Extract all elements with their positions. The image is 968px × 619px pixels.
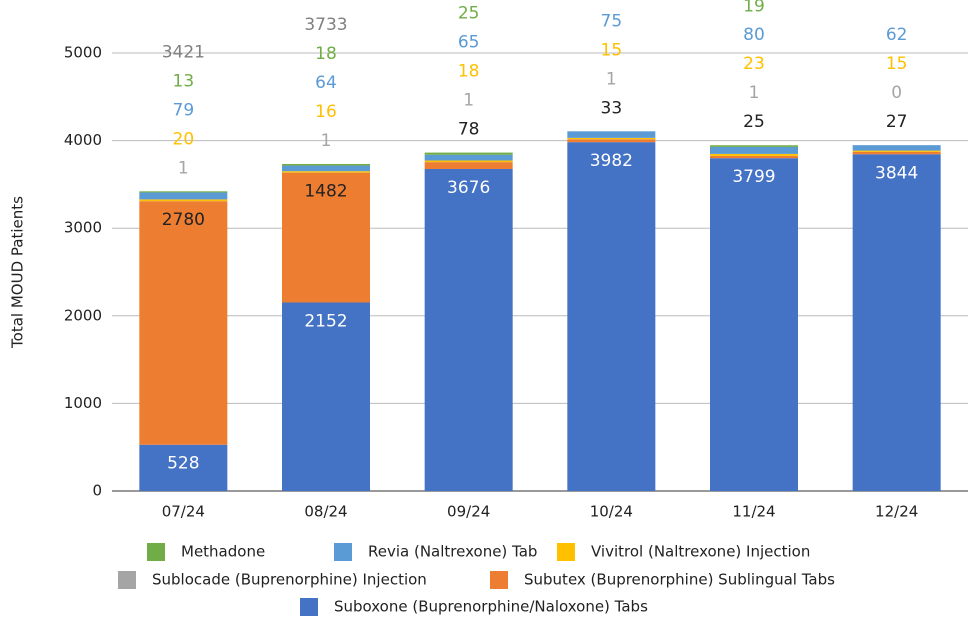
data-label: 1482 xyxy=(304,182,347,202)
data-label: 79 xyxy=(173,100,195,120)
data-label: 3733 xyxy=(304,15,347,35)
data-label: 25 xyxy=(743,112,765,132)
y-tick-label: 2000 xyxy=(64,306,102,324)
data-label: 3844 xyxy=(875,163,918,183)
x-tick-label: 11/24 xyxy=(732,503,775,521)
data-label: 1 xyxy=(749,83,760,103)
bar-segment xyxy=(282,163,370,166)
data-label: 80 xyxy=(743,25,765,45)
legend-swatch xyxy=(147,543,165,561)
x-tick-label: 12/24 xyxy=(875,503,918,521)
legend-label: Vivitrol (Naltrexone) Injection xyxy=(591,543,810,561)
data-label: 18 xyxy=(458,62,480,82)
data-label: 1 xyxy=(178,158,189,178)
data-label: 528 xyxy=(167,454,199,474)
bar-segment xyxy=(424,162,513,169)
legend-label: Subutex (Buprenorphine) Sublingual Tabs xyxy=(524,571,835,589)
bar-segment xyxy=(424,154,513,161)
data-label: 20 xyxy=(173,129,195,149)
bar-segment xyxy=(282,172,370,303)
legend-label: Methadone xyxy=(181,543,265,561)
bar-segment xyxy=(139,191,228,193)
bar-segment xyxy=(567,137,656,140)
bar-segment xyxy=(424,160,513,163)
data-label: 3982 xyxy=(590,151,633,171)
data-label: 75 xyxy=(601,11,623,31)
bar-segment xyxy=(424,152,513,155)
bar-segment xyxy=(424,168,513,491)
data-label: 25 xyxy=(458,4,480,24)
legend-swatch xyxy=(300,598,318,616)
bar-segment xyxy=(139,199,228,202)
data-label: 2152 xyxy=(304,311,347,331)
data-label: 3799 xyxy=(732,167,775,187)
bar-segment xyxy=(710,153,798,156)
bar-segment xyxy=(710,146,798,154)
bar-segment xyxy=(567,131,656,138)
data-label: 18 xyxy=(315,44,337,64)
legend-swatch xyxy=(334,543,352,561)
legend-label: Sublocade (Buprenorphine) Injection xyxy=(152,571,427,589)
data-label: 64 xyxy=(315,73,337,93)
bar-segment xyxy=(852,150,941,152)
x-tick-label: 10/24 xyxy=(590,503,633,521)
x-tick-label: 09/24 xyxy=(447,503,490,521)
data-label: 78 xyxy=(458,120,480,140)
legend-swatch xyxy=(557,543,575,561)
data-label: 2780 xyxy=(162,210,205,230)
y-tick-label: 5000 xyxy=(64,44,102,62)
bar-segment xyxy=(852,154,941,491)
data-label: 33 xyxy=(601,98,623,118)
data-label: 1 xyxy=(463,91,474,111)
data-label: 0 xyxy=(891,83,902,103)
bar-segment xyxy=(282,302,370,491)
data-label: 23 xyxy=(743,54,765,74)
bar-segment xyxy=(139,192,228,200)
legend-swatch xyxy=(118,571,136,589)
y-axis-title: Total MOUD Patients xyxy=(9,196,27,349)
y-tick-label: 3000 xyxy=(64,219,102,237)
data-label: 65 xyxy=(458,33,480,53)
data-label: 15 xyxy=(886,54,908,74)
y-tick-label: 0 xyxy=(92,482,102,500)
x-tick-label: 08/24 xyxy=(304,503,347,521)
bar-segment xyxy=(852,151,941,155)
y-tick-label: 1000 xyxy=(64,394,102,412)
data-label: 1 xyxy=(321,131,332,151)
legend-label: Suboxone (Buprenorphine/Naloxone) Tabs xyxy=(334,598,648,616)
data-label: 1 xyxy=(606,69,617,89)
data-label: 16 xyxy=(315,102,337,122)
legend-label: Revia (Naltrexone) Tab xyxy=(368,543,537,561)
bar-segment xyxy=(710,145,798,147)
data-label: 15 xyxy=(601,40,623,60)
bar-segment xyxy=(710,158,798,492)
data-label: 19 xyxy=(743,0,765,16)
data-label: 13 xyxy=(173,71,195,91)
bar-segment xyxy=(282,171,370,173)
bar-segment xyxy=(139,444,228,491)
bar-segment xyxy=(567,142,656,491)
data-label: 27 xyxy=(886,112,908,132)
bar-segment xyxy=(282,165,370,172)
bar-segment xyxy=(139,201,228,445)
bar-segment xyxy=(567,139,656,143)
data-label: 3676 xyxy=(447,178,490,198)
bar-segment xyxy=(710,156,798,159)
x-tick-label: 07/24 xyxy=(162,503,205,521)
y-tick-label: 4000 xyxy=(64,131,102,149)
bar-segment xyxy=(852,145,941,151)
legend-swatch xyxy=(490,571,508,589)
data-label: 3421 xyxy=(162,42,205,62)
data-label: 62 xyxy=(886,25,908,45)
